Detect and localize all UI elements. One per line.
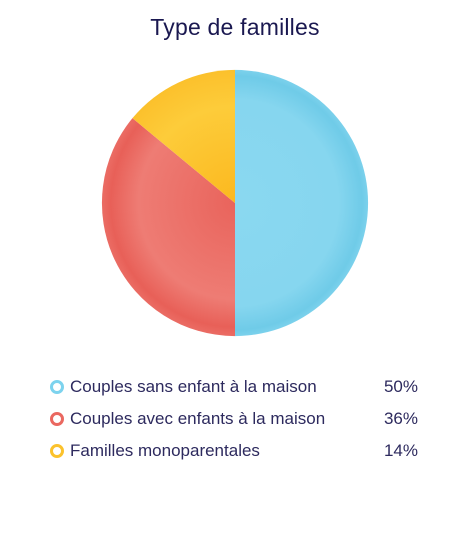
pie-slice	[235, 69, 369, 337]
legend-value: 50%	[383, 377, 418, 396]
pie-slice	[132, 69, 235, 203]
chart-title: Type de familles	[150, 14, 320, 40]
legend-value: 36%	[383, 409, 418, 428]
legend-value: 14%	[383, 441, 418, 460]
pie-slice	[101, 118, 236, 337]
chart-legend: Couples sans enfant à la maison 50% Coup…	[50, 371, 418, 467]
legend-item: Couples sans enfant à la maison 50%	[50, 371, 418, 403]
legend-marker-2	[50, 444, 64, 458]
legend-label: Couples sans enfant à la maison	[70, 377, 317, 396]
legend-marker-1	[50, 412, 64, 426]
pie-chart	[101, 69, 369, 337]
legend-item: Familles monoparentales 14%	[50, 435, 418, 467]
legend-marker-0	[50, 380, 64, 394]
legend-item: Couples avec enfants à la maison 36%	[50, 403, 418, 435]
legend-label: Couples avec enfants à la maison	[70, 409, 326, 428]
legend-label: Familles monoparentales	[70, 441, 260, 460]
